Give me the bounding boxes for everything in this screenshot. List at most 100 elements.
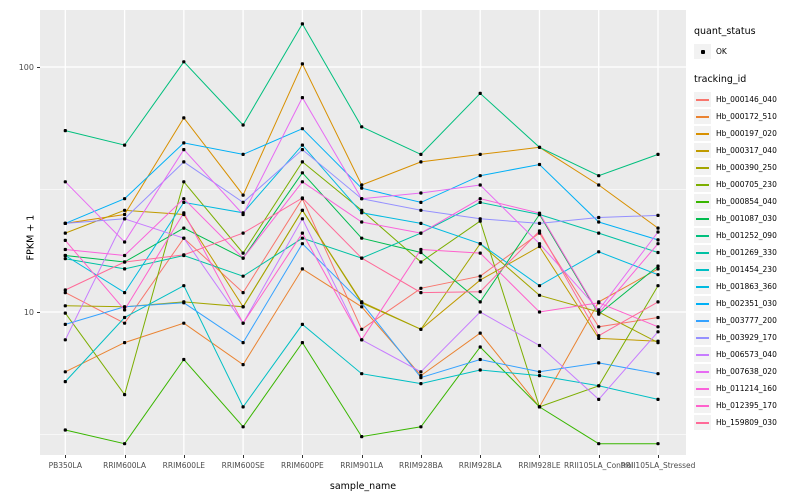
data-point	[537, 370, 542, 374]
data-point	[63, 257, 67, 261]
data-point	[656, 267, 660, 271]
legend-key-box	[694, 330, 711, 345]
data-point	[63, 253, 67, 258]
legend-item-Hb_000705_230: Hb_000705_230	[694, 176, 798, 193]
data-point	[537, 211, 542, 215]
data-point	[597, 215, 601, 220]
data-point	[537, 405, 542, 409]
data-point	[478, 197, 482, 201]
legend-item-label: Hb_000146_040	[716, 95, 777, 104]
y-tick-mark	[37, 67, 40, 68]
data-point	[182, 116, 186, 120]
legend-key-box	[694, 109, 711, 124]
data-point	[597, 301, 601, 305]
data-point	[300, 62, 304, 66]
legend-item-Hb_000317_040: Hb_000317_040	[694, 142, 798, 159]
legend-item-label: Hb_006573_040	[716, 350, 777, 359]
legend-key-line	[696, 200, 709, 203]
data-point	[63, 288, 67, 292]
data-point	[597, 361, 601, 365]
legend-key-line	[696, 302, 709, 305]
data-point	[241, 321, 245, 325]
legend-item-label: Hb_001863_360	[716, 282, 777, 291]
data-point	[182, 197, 186, 201]
data-point	[182, 148, 186, 152]
data-point	[360, 220, 364, 224]
x-tick-mark	[65, 455, 67, 458]
data-point	[241, 425, 245, 429]
legend-key-line	[696, 319, 709, 322]
data-point	[656, 264, 660, 268]
data-point	[537, 145, 542, 149]
data-point	[360, 327, 364, 331]
legend-key-line	[696, 404, 709, 407]
legend-key-box	[694, 194, 711, 209]
data-point	[182, 226, 186, 230]
legend-key-box	[694, 347, 711, 362]
data-point	[63, 311, 67, 315]
data-point	[419, 291, 423, 295]
data-point	[300, 208, 304, 212]
data-point	[182, 200, 186, 204]
data-point	[478, 242, 482, 246]
data-point	[63, 238, 67, 242]
x-tick-label-RRII105LA_Stressed: RRII105LA_Stressed	[620, 461, 696, 470]
legend-key-box	[694, 92, 711, 107]
data-point	[537, 242, 542, 246]
legend-item-Hb_007638_020: Hb_007638_020	[694, 363, 798, 380]
legend-item-label: Hb_000854_040	[716, 197, 777, 206]
data-point	[656, 250, 660, 255]
data-point	[123, 208, 127, 212]
y-tick-label: 100	[18, 62, 34, 72]
data-point	[63, 291, 67, 295]
data-point	[656, 230, 660, 234]
data-point	[300, 242, 304, 246]
data-point	[537, 374, 542, 378]
data-point	[656, 300, 660, 304]
data-point	[182, 321, 186, 325]
data-point	[123, 267, 127, 271]
data-point	[123, 240, 127, 244]
data-point	[656, 226, 660, 230]
data-point	[360, 208, 364, 212]
legend-item-label: Hb_012395_170	[716, 401, 777, 410]
data-point	[241, 363, 245, 367]
data-point	[656, 330, 660, 334]
legend-item-label: Hb_000705_230	[716, 180, 777, 189]
data-point	[182, 253, 186, 257]
data-point	[419, 370, 423, 374]
x-axis-title: sample_name	[329, 481, 397, 492]
data-point	[123, 305, 127, 309]
data-point	[537, 284, 542, 288]
legend-item-Hb_001087_030: Hb_001087_030	[694, 210, 798, 227]
legend-item-label: Hb_003777_200	[716, 316, 777, 325]
legend-item-Hb_000146_040: Hb_000146_040	[694, 91, 798, 108]
data-point	[182, 301, 186, 305]
data-point	[123, 341, 127, 345]
legend-item-ok: OK	[694, 43, 798, 60]
legend-key-box	[694, 245, 711, 260]
legend-item-label: Hb_001269_330	[716, 248, 777, 257]
data-point	[63, 221, 67, 225]
data-point	[597, 334, 601, 338]
data-point	[300, 160, 304, 164]
data-point	[300, 217, 304, 221]
data-point	[478, 200, 482, 204]
data-point	[597, 308, 601, 312]
data-point	[241, 251, 245, 255]
legend-item-Hb_001252_090: Hb_001252_090	[694, 227, 798, 244]
data-point	[300, 231, 304, 235]
legend-key-box	[694, 160, 711, 175]
data-point	[241, 200, 245, 204]
data-point	[656, 213, 660, 217]
x-tick-mark	[302, 455, 304, 458]
data-point	[537, 221, 542, 225]
legend-key-line	[696, 421, 709, 424]
data-point	[360, 183, 364, 187]
x-tick-label-RRIM600PE: RRIM600PE	[281, 461, 324, 470]
x-tick-label-PB350LA: PB350LA	[48, 461, 83, 470]
data-point	[419, 221, 423, 225]
legend-key-line	[696, 353, 709, 356]
data-point	[597, 311, 601, 315]
